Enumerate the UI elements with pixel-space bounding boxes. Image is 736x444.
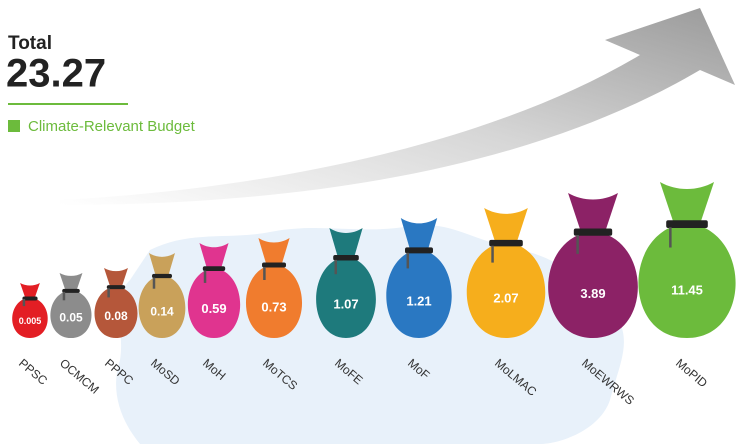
money-bag	[138, 253, 186, 338]
growth-arrow	[60, 8, 735, 205]
legend: Climate-Relevant Budget	[8, 118, 196, 135]
money-bag	[94, 268, 138, 338]
category-label: PPSC	[16, 356, 50, 388]
money-bag	[316, 228, 376, 338]
legend-label: Climate-Relevant Budget	[28, 118, 196, 135]
value-label: 2.07	[493, 290, 518, 305]
bag-tie	[106, 285, 126, 290]
total-value: 23.27	[6, 52, 106, 96]
legend-swatch	[8, 120, 20, 132]
bag-tie	[202, 266, 226, 272]
money-bag	[638, 182, 736, 338]
value-label: 0.73	[261, 299, 286, 314]
bag-tie	[152, 273, 172, 279]
bag-tie	[573, 228, 613, 236]
money-bag	[12, 283, 48, 338]
bag-tie	[62, 288, 80, 293]
money-bag	[245, 238, 303, 338]
total-label: Total	[8, 33, 52, 54]
value-label: 0.08	[104, 309, 128, 323]
money-bag	[548, 193, 638, 338]
value-label: 1.07	[333, 296, 358, 311]
bag-tie	[22, 296, 38, 301]
bag-tie	[405, 247, 433, 254]
bag-tie	[333, 254, 359, 261]
value-label: 0.005	[19, 316, 42, 326]
money-bag	[466, 208, 546, 338]
value-label: 0.05	[59, 311, 83, 325]
value-label: 1.21	[406, 293, 431, 308]
value-label: 0.59	[201, 301, 226, 316]
bag-tie	[489, 239, 523, 247]
bag-tie	[666, 220, 708, 229]
money-bag	[50, 273, 92, 338]
value-label: 3.89	[580, 286, 605, 301]
bag-tie	[262, 262, 286, 268]
value-label: 11.45	[671, 283, 703, 298]
map-background	[116, 224, 624, 444]
money-bag	[386, 218, 452, 338]
value-label: 0.14	[150, 305, 174, 319]
money-bag	[187, 243, 241, 338]
category-label: MoPID	[673, 356, 710, 391]
category-label: OCMCM	[57, 356, 102, 397]
